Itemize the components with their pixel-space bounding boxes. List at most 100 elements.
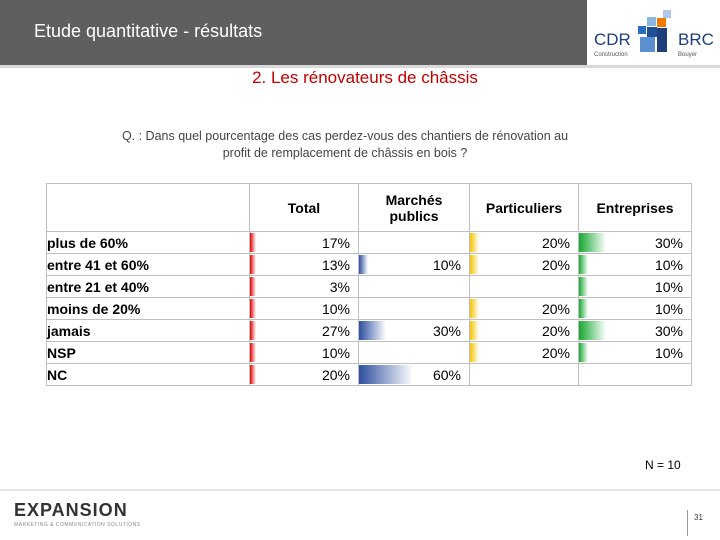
value-label: 20%	[321, 366, 350, 383]
table-row: entre 41 et 60% 13% 10% 20% 10%	[46, 253, 692, 276]
data-bar	[579, 321, 606, 340]
column-header-particuliers: Particuliers	[469, 183, 579, 232]
column-header-entreprises: Entreprises	[578, 183, 692, 232]
value-label: 27%	[321, 322, 350, 339]
value-cell: 30%	[358, 319, 470, 342]
row-label: NSP	[46, 341, 250, 364]
value-cell: 20%	[249, 363, 359, 386]
value-label: 10%	[432, 256, 461, 273]
value-label: 10%	[654, 256, 683, 273]
survey-question: Q. : Dans quel pourcentage des cas perde…	[121, 129, 569, 160]
data-bar	[250, 233, 256, 252]
value-label: 3%	[329, 278, 350, 295]
logo-right-text: BRC	[678, 30, 714, 49]
data-bar	[250, 277, 256, 296]
data-bar	[470, 343, 479, 362]
table-row: moins de 20% 10% 20% 10%	[46, 297, 692, 320]
value-cell: 30%	[578, 231, 692, 254]
value-label: 20%	[541, 322, 570, 339]
value-label: 20%	[541, 256, 570, 273]
data-bar	[250, 343, 256, 362]
row-label: entre 41 et 60%	[46, 253, 250, 276]
value-cell	[578, 363, 692, 386]
table-row: entre 21 et 40% 3% 10%	[46, 275, 692, 298]
table-row: NC 20% 60%	[46, 363, 692, 386]
data-bar	[250, 255, 256, 274]
value-cell	[469, 363, 579, 386]
value-label: 30%	[654, 234, 683, 251]
header-divider	[0, 65, 720, 68]
logo-left-sub: Construction	[594, 52, 628, 58]
value-cell: 10%	[358, 253, 470, 276]
table-header-row: Total Marchés publics Particuliers Entrepris…	[46, 183, 692, 232]
data-bar	[579, 233, 606, 252]
expansion-tagline: MARKETING & COMMUNICATION SOLUTIONS	[14, 522, 141, 528]
logo-left-text: CDR	[594, 30, 631, 49]
data-bar	[359, 365, 413, 384]
value-cell: 17%	[249, 231, 359, 254]
page-number: 31	[694, 513, 703, 522]
value-label: 30%	[432, 322, 461, 339]
value-cell: 10%	[249, 341, 359, 364]
value-cell	[358, 231, 470, 254]
value-cell: 10%	[578, 275, 692, 298]
data-bar	[250, 321, 256, 340]
data-bar	[250, 365, 256, 384]
value-cell	[358, 341, 470, 364]
value-label: 13%	[321, 256, 350, 273]
cdr-brc-logo: CDR Construction BRC Bouyer	[590, 4, 716, 62]
data-bar	[470, 255, 479, 274]
value-cell: 20%	[469, 319, 579, 342]
row-label: entre 21 et 40%	[46, 275, 250, 298]
value-cell: 20%	[469, 297, 579, 320]
value-cell: 13%	[249, 253, 359, 276]
data-bar	[250, 299, 256, 318]
value-cell: 20%	[469, 253, 579, 276]
value-cell: 3%	[249, 275, 359, 298]
header-title: Etude quantitative - résultats	[34, 21, 263, 41]
header-empty-cell	[46, 183, 250, 232]
row-label: jamais	[46, 319, 250, 342]
page-number-divider	[687, 510, 688, 536]
table-row: NSP 10% 20% 10%	[46, 341, 692, 364]
value-label: 60%	[432, 366, 461, 383]
data-bar	[359, 255, 368, 274]
value-cell: 20%	[469, 341, 579, 364]
data-bar	[579, 277, 588, 296]
value-cell	[358, 275, 470, 298]
data-bar	[579, 343, 588, 362]
column-header-total: Total	[249, 183, 359, 232]
value-label: 10%	[321, 300, 350, 317]
value-cell: 10%	[578, 297, 692, 320]
value-cell: 20%	[469, 231, 579, 254]
value-label: 10%	[654, 300, 683, 317]
value-cell: 27%	[249, 319, 359, 342]
logo-right-sub: Bouyer	[678, 52, 697, 58]
value-cell	[469, 275, 579, 298]
value-label: 10%	[321, 344, 350, 361]
header-bar: Etude quantitative - résultats	[0, 0, 587, 65]
column-header-march-s-publics: Marchés publics	[358, 183, 470, 232]
data-bar	[579, 255, 588, 274]
data-bar	[470, 321, 479, 340]
data-bar	[359, 321, 386, 340]
value-label: 20%	[541, 300, 570, 317]
value-label: 10%	[654, 278, 683, 295]
value-label: 20%	[541, 344, 570, 361]
data-bar	[470, 299, 479, 318]
value-label: 17%	[321, 234, 350, 251]
value-cell: 10%	[249, 297, 359, 320]
value-cell: 10%	[578, 341, 692, 364]
row-label: plus de 60%	[46, 231, 250, 254]
value-cell: 10%	[578, 253, 692, 276]
value-cell: 30%	[578, 319, 692, 342]
footer-divider	[0, 489, 720, 491]
value-cell	[358, 297, 470, 320]
results-table: Total Marchés publics Particuliers Entrepris…	[46, 183, 692, 386]
value-label: 30%	[654, 322, 683, 339]
data-bar	[470, 233, 479, 252]
table-row: plus de 60% 17% 20% 30%	[46, 231, 692, 254]
sample-size-label: N = 10	[645, 458, 681, 472]
page-subtitle: 2. Les rénovateurs de châssis	[252, 68, 478, 87]
table-row: jamais 27% 30% 20% 30%	[46, 319, 692, 342]
